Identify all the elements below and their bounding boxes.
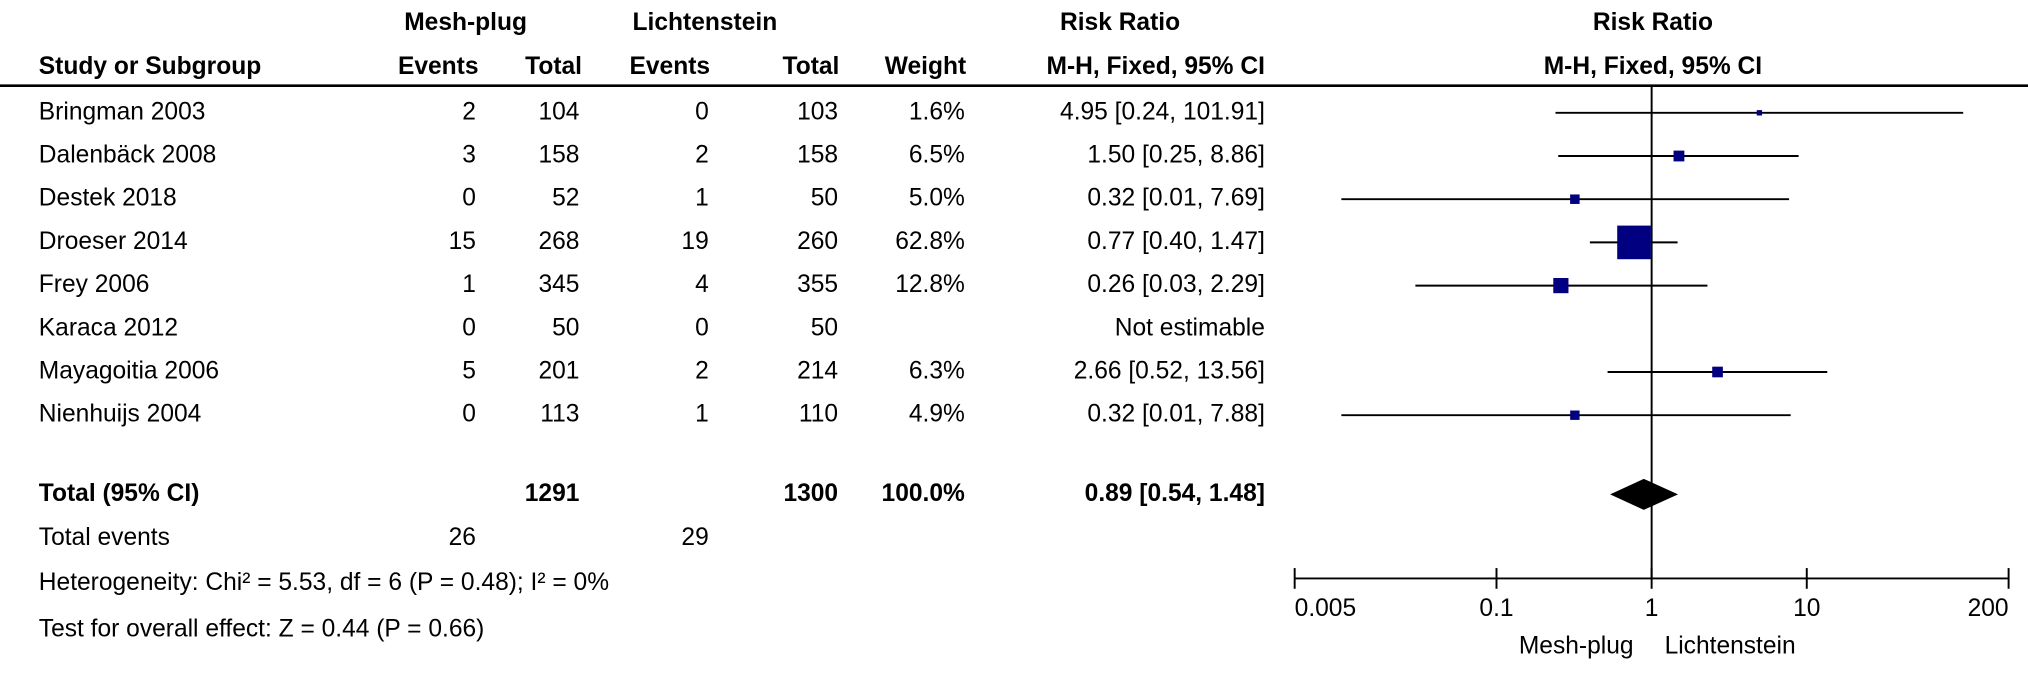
total-events-label: Total events [39, 524, 170, 551]
cell: 0.32 [0.01, 7.88] [1087, 401, 1265, 428]
cell: 5.0% [909, 185, 965, 212]
cell: 0 [462, 401, 476, 428]
cell: 100.0% [882, 480, 965, 507]
overall-effect: Test for overall effect: Z = 0.44 (P = 0… [39, 616, 485, 643]
cell: 1 [462, 271, 476, 298]
column-header: Events [629, 53, 710, 80]
group-header: Risk Ratio [1593, 9, 1713, 36]
cell: 0 [462, 185, 476, 212]
study-label: Nienhuijs 2004 [39, 401, 201, 428]
study-label: Frey 2006 [39, 271, 150, 298]
effect-marker [1570, 410, 1580, 420]
study-label: Droeser 2014 [39, 228, 188, 255]
cell: 0.32 [0.01, 7.69] [1087, 185, 1265, 212]
cell: 268 [538, 228, 579, 255]
cell: Not estimable [1115, 314, 1265, 341]
column-header: M-H, Fixed, 95% CI [1544, 53, 1762, 80]
study-label: Bringman 2003 [39, 98, 206, 125]
cell: 113 [540, 401, 579, 428]
cell: 158 [797, 141, 838, 168]
favours-left: Mesh-plug [1519, 632, 1634, 659]
effect-marker [1553, 278, 1569, 294]
column-header: Study or Subgroup [39, 53, 261, 80]
cell: 4.95 [0.24, 101.91] [1060, 98, 1265, 125]
cell: 110 [799, 401, 838, 428]
cell: 214 [797, 357, 838, 384]
column-header: M-H, Fixed, 95% CI [1047, 53, 1265, 80]
column-header: Weight [885, 53, 966, 80]
x-tick-label: 0.005 [1295, 595, 1356, 622]
cell: 50 [811, 185, 838, 212]
summary-diamond [1610, 478, 1679, 510]
x-tick-label: 0.1 [1479, 595, 1513, 622]
cell: 4.9% [909, 401, 965, 428]
cell: 1.6% [909, 98, 965, 125]
cell: 2 [695, 357, 709, 384]
cell: 0.26 [0.03, 2.29] [1087, 271, 1265, 298]
group-header: Lichtenstein [633, 9, 778, 36]
cell: 6.3% [909, 357, 965, 384]
effect-marker [1673, 150, 1685, 162]
cell: 1.50 [0.25, 8.86] [1087, 141, 1265, 168]
cell: 355 [797, 271, 838, 298]
cell: 0 [462, 314, 476, 341]
x-tick-label: 200 [1968, 595, 2009, 622]
cell: 50 [552, 314, 579, 341]
cell: 201 [538, 357, 579, 384]
cell: 2.66 [0.52, 13.56] [1074, 357, 1265, 384]
x-tick-label: 10 [1793, 595, 1820, 622]
effect-marker [1756, 110, 1763, 116]
cell: 0 [695, 314, 709, 341]
favours-right: Lichtenstein [1665, 632, 1796, 659]
study-label: Karaca 2012 [39, 314, 178, 341]
study-label: Dalenbäck 2008 [39, 141, 217, 168]
cell: 1 [695, 185, 709, 212]
effect-marker [1570, 194, 1580, 204]
cell: 104 [538, 98, 579, 125]
cell: 2 [695, 141, 709, 168]
cell: 260 [797, 228, 838, 255]
column-header: Events [398, 53, 479, 80]
cell: 5 [462, 357, 476, 384]
group-header: Risk Ratio [1060, 9, 1180, 36]
cell: 6.5% [909, 141, 965, 168]
cell: 0.77 [0.40, 1.47] [1087, 228, 1265, 255]
cell: 345 [538, 271, 579, 298]
cell: 158 [538, 141, 579, 168]
cell: 1 [695, 401, 709, 428]
cell: 29 [681, 524, 708, 551]
cell: 103 [797, 98, 838, 125]
cell: 4 [695, 271, 709, 298]
group-header: Mesh-plug [404, 9, 527, 36]
cell: 0 [695, 98, 709, 125]
cell: 1300 [783, 480, 838, 507]
effect-marker [1712, 366, 1723, 378]
cell: 2 [462, 98, 476, 125]
cell: 62.8% [895, 228, 965, 255]
cell: 50 [811, 314, 838, 341]
cell: 12.8% [895, 271, 965, 298]
heterogeneity: Heterogeneity: Chi² = 5.53, df = 6 (P = … [39, 569, 609, 596]
cell: 0.89 [0.54, 1.48] [1085, 480, 1265, 507]
column-header: Total [525, 53, 582, 80]
x-tick-label: 1 [1645, 595, 1659, 622]
cell: 15 [449, 228, 476, 255]
study-label: Mayagoitia 2006 [39, 357, 219, 384]
study-label: Destek 2018 [39, 185, 177, 212]
cell: 52 [552, 185, 579, 212]
column-header: Total [783, 53, 840, 80]
cell: 26 [449, 524, 476, 551]
effect-marker [1617, 225, 1651, 260]
cell: 19 [681, 228, 708, 255]
cell: 3 [462, 141, 476, 168]
cell: 1291 [525, 480, 580, 507]
study-label: Total (95% CI) [39, 480, 200, 507]
